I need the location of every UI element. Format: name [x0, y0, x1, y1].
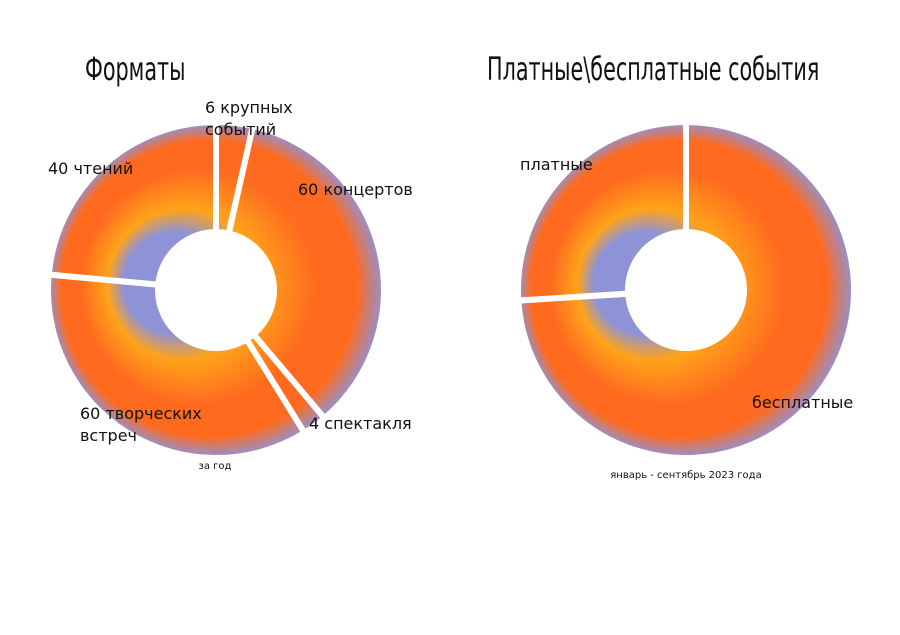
segment-label: бесплатные: [752, 393, 854, 412]
chart-subtitle: за год: [198, 461, 232, 472]
segment-label: платные: [520, 155, 593, 174]
segment-label: 4 спектакля: [309, 414, 412, 433]
chart-title: Форматы: [85, 50, 186, 88]
segment-label: 40 чтений: [48, 159, 134, 178]
donut-segment: [515, 118, 689, 304]
segment-label: 60 творческих встреч: [80, 404, 202, 445]
chart-subtitle: январь - сентябрь 2023 года: [610, 470, 762, 481]
segment-label: 60 концертов: [298, 180, 413, 199]
donut-segment: [45, 118, 219, 288]
chart-title: Платные\бесплатные события: [487, 50, 820, 88]
donut-segment: [515, 118, 857, 461]
donut-segment: [45, 271, 309, 461]
segment-label: 6 крупных событий: [205, 98, 293, 139]
donut-segment: [225, 122, 387, 423]
